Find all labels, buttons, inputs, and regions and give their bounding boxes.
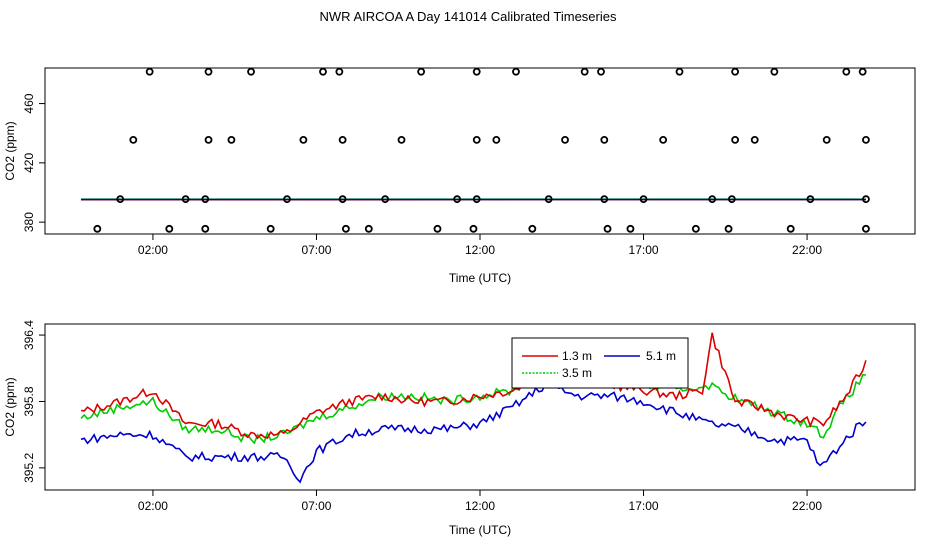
series-line-3-5-m	[80, 364, 866, 445]
top-data-point	[580, 67, 589, 76]
top-data-point	[181, 195, 190, 204]
top-data-point	[116, 195, 125, 204]
bottom-x-tick-label: 17:00	[629, 499, 659, 513]
top-data-point	[603, 224, 612, 233]
top-data-point	[750, 135, 759, 144]
bottom-x-tick-label: 02:00	[138, 499, 168, 513]
top-data-point	[201, 195, 210, 204]
top-data-point	[626, 224, 635, 233]
top-data-point	[528, 224, 537, 233]
top-data-point	[417, 67, 426, 76]
top-data-point	[544, 195, 553, 204]
top-data-point	[862, 224, 870, 233]
series-line-1-3-m	[80, 332, 867, 440]
legend-label-3-5m: 3.5 m	[562, 366, 592, 380]
top-data-point	[708, 195, 717, 204]
top-data-point	[145, 67, 154, 76]
top-data-point	[731, 135, 740, 144]
bottom-x-tick-label: 12:00	[465, 499, 495, 513]
top-x-axis-label: Time (UTC)	[449, 271, 511, 285]
bottom-x-tick-label: 22:00	[792, 499, 822, 513]
legend-label-1-3m: 1.3 m	[562, 349, 592, 363]
bottom-y-axis-label: CO2 (ppm)	[3, 377, 17, 436]
top-data-point	[338, 135, 347, 144]
top-x-tick-label: 07:00	[301, 243, 331, 257]
bottom-y-tick-label: 396.4	[22, 320, 36, 350]
bottom-y-tick-label: 395.2	[22, 453, 36, 483]
top-data-point	[364, 224, 373, 233]
top-data-point	[469, 224, 478, 233]
top-data-point	[492, 135, 501, 144]
legend-label-5-1m: 5.1 m	[646, 349, 676, 363]
top-x-tick-label: 12:00	[465, 243, 495, 257]
top-data-point	[727, 195, 736, 204]
top-data-point	[862, 195, 870, 204]
top-data-point	[397, 135, 406, 144]
top-data-point	[165, 224, 174, 233]
top-data-point	[129, 135, 138, 144]
bottom-panel: 02:00 07:00 12:00 17:00 22:00 395.2 395.8 396.…	[3, 320, 916, 537]
top-data-point	[691, 224, 700, 233]
top-data-point	[472, 195, 481, 204]
top-y-tick-label: 380	[22, 212, 36, 232]
top-panel: 02:00 07:00 12:00 17:00 22:00 380 420 460 Time…	[3, 67, 916, 285]
top-data-point	[862, 135, 870, 144]
top-data-point	[842, 67, 851, 76]
legend-box	[511, 337, 689, 389]
top-data-point	[266, 224, 275, 233]
top-data-point	[472, 135, 481, 144]
top-data-point	[858, 67, 867, 76]
top-data-point	[731, 67, 740, 76]
top-data-point	[433, 224, 442, 233]
top-data-point	[93, 224, 102, 233]
top-data-point	[724, 224, 733, 233]
top-data-point	[561, 135, 569, 144]
top-data-point	[247, 67, 255, 76]
top-data-point	[381, 195, 390, 204]
top-x-tick-label: 17:00	[629, 243, 659, 257]
legend: 1.3 m 5.1 m 3.5 m	[511, 337, 689, 389]
top-data-point	[338, 195, 347, 204]
top-data-point	[675, 67, 684, 76]
top-plot-frame	[44, 67, 916, 235]
top-data-point	[639, 195, 648, 204]
top-data-point	[512, 67, 520, 76]
top-data-point	[600, 135, 609, 144]
top-y-tick-label: 420	[22, 153, 36, 173]
top-data-point	[770, 67, 779, 76]
chart-title: NWR AIRCOA A Day 141014 Calibrated Times…	[319, 9, 617, 24]
bottom-y-tick-label: 395.8	[22, 386, 36, 416]
top-data-point	[453, 195, 462, 204]
top-data-point	[201, 224, 210, 233]
top-y-tick-label: 460	[22, 93, 36, 113]
series-line-5-1-m	[80, 383, 867, 484]
top-data-point	[227, 135, 236, 144]
bottom-x-tick-label: 07:00	[301, 499, 331, 513]
top-data-point	[597, 67, 605, 76]
top-data-point	[786, 224, 795, 233]
bottom-plot-frame	[44, 323, 916, 491]
top-data-point	[319, 67, 327, 76]
top-data-point	[806, 195, 815, 204]
top-data-point	[472, 67, 481, 76]
top-data-point	[600, 195, 609, 204]
top-data-point	[822, 135, 831, 144]
top-data-point	[283, 195, 291, 204]
top-data-point	[659, 135, 668, 144]
top-data-point	[204, 135, 213, 144]
top-y-axis-label: CO2 (ppm)	[3, 121, 17, 180]
bottom-x-axis-label: Time (UTC)	[449, 523, 511, 537]
top-data-point	[204, 67, 213, 76]
top-x-tick-label: 22:00	[792, 243, 822, 257]
top-data-point	[342, 224, 350, 233]
top-data-point	[335, 67, 344, 76]
top-x-tick-label: 02:00	[138, 243, 168, 257]
top-data-point	[299, 135, 308, 144]
